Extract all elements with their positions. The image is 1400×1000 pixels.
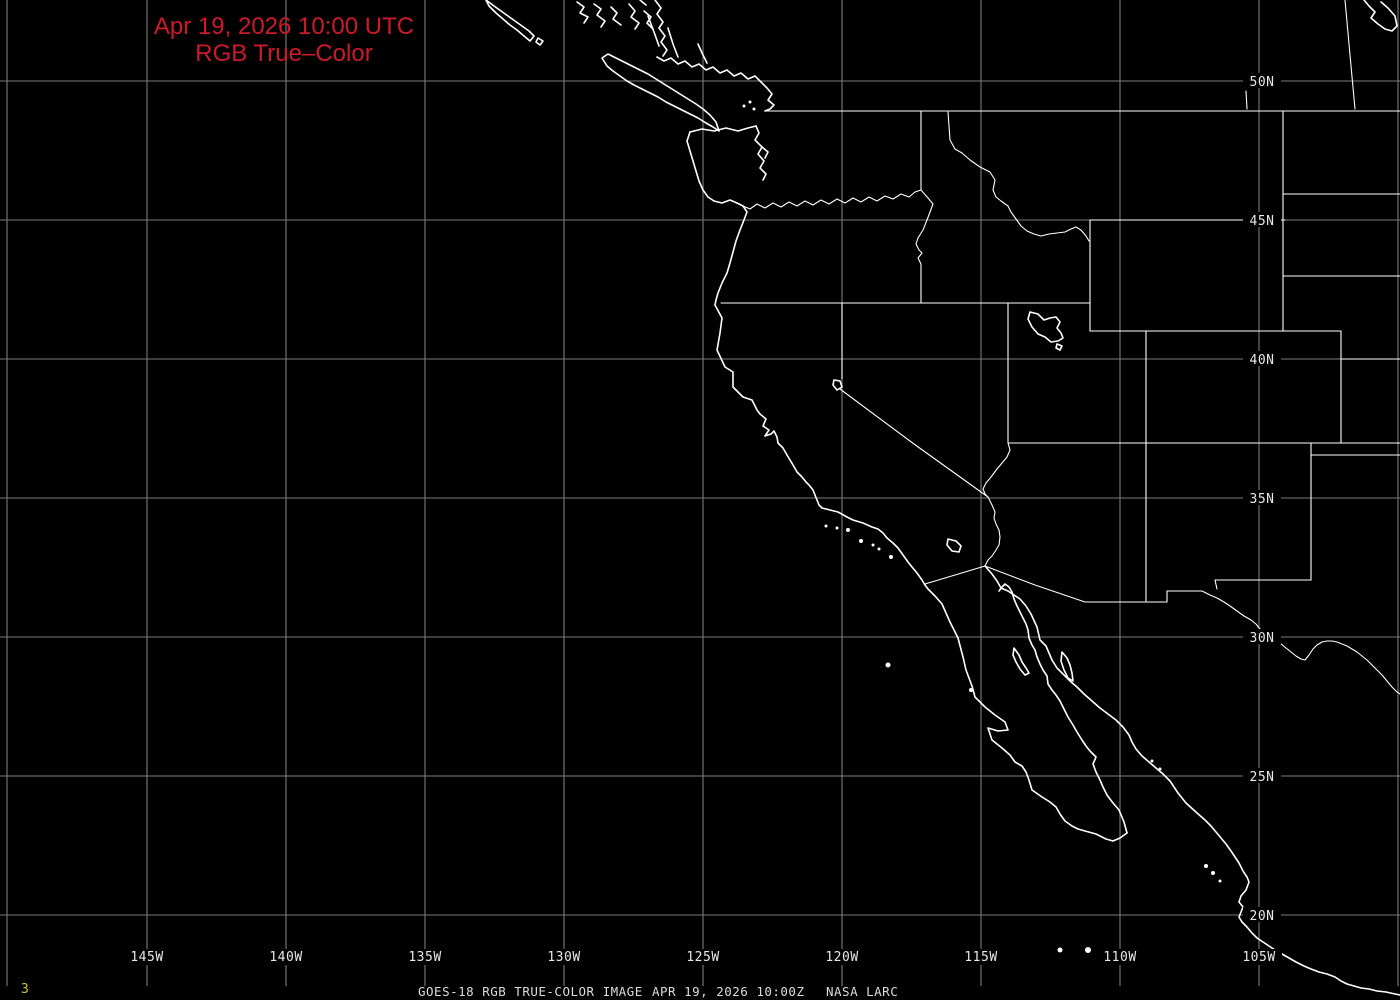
coastline-california xyxy=(714,304,926,586)
lon-label: 135W xyxy=(408,950,441,965)
title-product: RGB True–Color xyxy=(195,40,373,67)
lat-label: 50N xyxy=(1250,75,1275,90)
lon-label: 145W xyxy=(130,950,163,965)
channel-islands xyxy=(824,524,893,559)
lat-label: 35N xyxy=(1250,492,1275,507)
island-angel-de-la-guarda xyxy=(1012,647,1030,676)
islas-marias xyxy=(1204,864,1222,883)
hood-canal xyxy=(761,146,769,159)
border-us-mexico-nm xyxy=(1084,590,1203,603)
river-colorado-lower xyxy=(984,565,1002,589)
lon-label: 130W xyxy=(547,950,580,965)
border-ca-nv-diagonal xyxy=(839,388,989,498)
border-or-id xyxy=(915,189,934,304)
coastline-washington xyxy=(686,131,744,207)
lon-label: 120W xyxy=(825,950,858,965)
lake-salton-sea xyxy=(946,538,962,553)
island-vancouver xyxy=(601,53,720,132)
lon-label: 110W xyxy=(1103,950,1136,965)
island-guadalupe xyxy=(885,662,891,668)
coastline-baja-east xyxy=(998,583,1128,834)
lon-label: 115W xyxy=(964,950,997,965)
border-id-mt xyxy=(947,111,1090,242)
island-san-juan-2 xyxy=(748,100,752,104)
lon-label: 105W xyxy=(1242,950,1275,965)
lon-label: 140W xyxy=(269,950,302,965)
border-nv-az-river xyxy=(982,442,1011,498)
lat-label: 25N xyxy=(1250,770,1275,785)
coastlines xyxy=(485,0,1400,996)
border-sk-mb xyxy=(1344,0,1356,110)
coastline-bc-mainland xyxy=(656,56,775,112)
lat-label: 30N xyxy=(1250,631,1275,646)
lat-label: 40N xyxy=(1250,353,1275,368)
border-or-wa-columbia xyxy=(742,189,922,210)
puget-sound xyxy=(754,125,767,181)
lake-tahoe xyxy=(832,379,843,391)
frame-number: 3 xyxy=(21,982,29,997)
lake-winnipegosis xyxy=(1363,0,1398,32)
border-rio-grande xyxy=(1201,590,1400,695)
island-san-juan-1 xyxy=(742,104,746,108)
border-us-mexico-ca xyxy=(924,565,986,585)
coastline-haida-gwaii xyxy=(485,0,535,42)
islet-haida xyxy=(535,37,544,46)
border-us-mexico-az xyxy=(984,565,1086,603)
coastline-baja-west xyxy=(924,584,1128,842)
island-tiburon xyxy=(1060,651,1074,682)
lat-label: 45N xyxy=(1250,214,1275,229)
grid-labels: 145W 140W 135W 130W 125W 120W 115W 110W 105W 50N 4… xyxy=(124,73,1282,965)
footer-timestamp: APR 19, 2026 10:00Z xyxy=(652,984,805,999)
coastline-oregon xyxy=(714,205,748,306)
footer-product: GOES-18 RGB TRUE-COLOR IMAGE xyxy=(418,984,643,999)
border-tx-nm-32n xyxy=(1214,579,1312,590)
lon-label: 125W xyxy=(686,950,719,965)
coastline-sonora-sinaloa xyxy=(1000,587,1400,996)
coastline-bc-archipelago xyxy=(576,0,708,64)
political-borders xyxy=(720,0,1400,695)
delta-islets xyxy=(1150,759,1162,771)
revillagigedo-islands xyxy=(1057,947,1091,953)
border-ca-az-river xyxy=(984,496,1001,567)
image-title: Apr 19, 2026 10:00 UTC RGB True–Color xyxy=(150,13,418,67)
canada-river-segment xyxy=(1245,90,1248,110)
lat-label: 20N xyxy=(1250,909,1275,924)
island-cedros xyxy=(969,688,973,692)
lake-great-salt xyxy=(1027,311,1064,343)
title-datetime: Apr 19, 2026 10:00 UTC xyxy=(153,13,415,40)
island-san-juan-3 xyxy=(752,107,756,111)
lake-utah xyxy=(1055,343,1063,351)
strait-juan-de-fuca xyxy=(689,125,757,133)
footer-credit: NASA LARC xyxy=(826,984,899,999)
